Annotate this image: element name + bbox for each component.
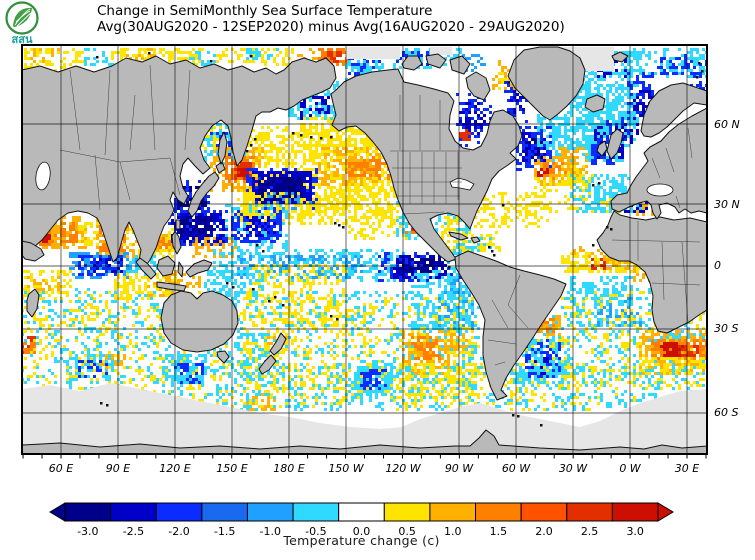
colorbar-tick-label: -1.0	[260, 525, 281, 538]
colorbar-segment	[155, 502, 203, 522]
colorbar-segment	[520, 502, 568, 522]
land-nz-north	[269, 332, 287, 356]
colorbar-tick-label: -0.5	[305, 525, 326, 538]
latitude-axis: 60 N 30 N 0 30 S 60 S	[714, 118, 740, 419]
lon-label-120E: 120 E	[159, 462, 190, 475]
land-arctic-islands	[401, 53, 491, 101]
colorbar-segment	[566, 502, 613, 522]
lakes	[35, 161, 674, 197]
colorbar-tick-label: 2.0	[535, 525, 553, 538]
black-sea	[646, 183, 674, 197]
colorbar-segment	[246, 502, 294, 522]
land-tasmania	[216, 350, 230, 364]
lon-label-120W: 120 W	[385, 462, 421, 475]
lon-label-150E: 150 E	[216, 462, 247, 475]
land-new-guinea	[185, 259, 213, 278]
colorbar-segment	[110, 502, 157, 522]
lat-label-0: 0	[714, 259, 721, 272]
land-hispaniola	[470, 236, 481, 244]
land-taiwan	[175, 219, 181, 230]
colorbar-tick-label: 2.5	[581, 525, 599, 538]
land-philippines	[171, 230, 182, 255]
colorbar-segment	[611, 502, 659, 522]
small-islands	[96, 52, 704, 427]
land-java	[156, 281, 187, 292]
land-antarctica	[23, 429, 706, 454]
lon-label-0W: 0 W	[619, 462, 641, 475]
colorbar-segment	[429, 502, 477, 522]
lon-label-90E: 90 E	[106, 462, 130, 475]
lat-label-60S: 60 S	[714, 406, 738, 419]
landmasses	[23, 46, 706, 454]
country-borders	[59, 64, 701, 366]
colorbar-segment	[201, 502, 248, 522]
colorbar-tick-label: 1.0	[444, 525, 462, 538]
colorbar-segment	[383, 502, 431, 522]
colorbar-caption: Temperature change (c)	[283, 533, 440, 548]
land-ireland	[596, 140, 608, 157]
colorbar-tick-label: -2.5	[123, 525, 144, 538]
caspian-sea	[35, 161, 51, 191]
agency-logo: สสน	[5, 1, 39, 46]
lat-label-30N: 30 N	[714, 198, 740, 211]
map-title-line2: Avg(30AUG2020 - 12SEP2020) minus Avg(16A…	[97, 19, 565, 35]
land-madagascar	[26, 288, 40, 318]
colorbar-tick-label: -2.0	[168, 525, 189, 538]
colorbar-arrow-left	[49, 502, 66, 522]
land-sakhalin	[217, 131, 228, 165]
lon-label-60E: 60 E	[49, 462, 73, 475]
geography-layer	[23, 46, 706, 454]
lat-label-60N: 60 N	[714, 118, 740, 131]
lon-label-60W: 60 W	[502, 462, 531, 475]
axis-ticks	[22, 454, 707, 459]
land-uk	[606, 128, 624, 160]
colorbar-segment	[292, 502, 340, 522]
temperature-colorbar: -3.0 -2.5 -2.0 -1.5 -1.0 -0.5 0.0 0.5 1.0 1.5 2.0 2…	[49, 502, 674, 538]
land-australia	[160, 290, 239, 353]
land-iceland	[584, 94, 606, 113]
land-japan	[187, 171, 220, 218]
colorbar-tick-label: 0.5	[398, 525, 416, 538]
land-hokkaido	[215, 161, 226, 174]
lat-lon-gridlines	[23, 46, 706, 453]
lon-label-150W: 150 W	[328, 462, 364, 475]
lon-label-30E: 30 E	[675, 462, 699, 475]
colorbar-tick-label: 0.0	[353, 525, 371, 538]
colorbar-segment	[475, 502, 522, 522]
colorbar-tick-label: -1.5	[214, 525, 235, 538]
map-title-line1: Change in SemiMonthly Sea Surface Temper…	[97, 3, 433, 19]
land-sumatra	[135, 257, 157, 280]
longitude-axis: 60 E 90 E 120 E 150 E 180 E 150 W 120 W 90 W 60 …	[49, 462, 699, 475]
colorbar-tick-label: 3.0	[626, 525, 644, 538]
colorbar-tick-label: 1.5	[490, 525, 508, 538]
lon-label-90W: 90 W	[445, 462, 474, 475]
colorbar-segment	[338, 502, 385, 522]
colorbar-tick-label: -3.0	[77, 525, 98, 538]
land-nz-south	[258, 354, 277, 375]
land-greenland	[507, 46, 586, 121]
land-scandinavia	[640, 82, 706, 138]
lon-label-180E: 180 E	[273, 462, 304, 475]
lat-label-30S: 30 S	[714, 322, 738, 335]
land-svalbard	[611, 51, 629, 63]
colorbar-segment	[64, 502, 112, 522]
colorbar-arrow-right	[657, 502, 674, 522]
lon-label-30W: 30 W	[559, 462, 588, 475]
sea-ice-zone	[23, 383, 706, 454]
land-horn-of-africa	[23, 240, 45, 262]
logo-text: สสน	[12, 33, 33, 46]
